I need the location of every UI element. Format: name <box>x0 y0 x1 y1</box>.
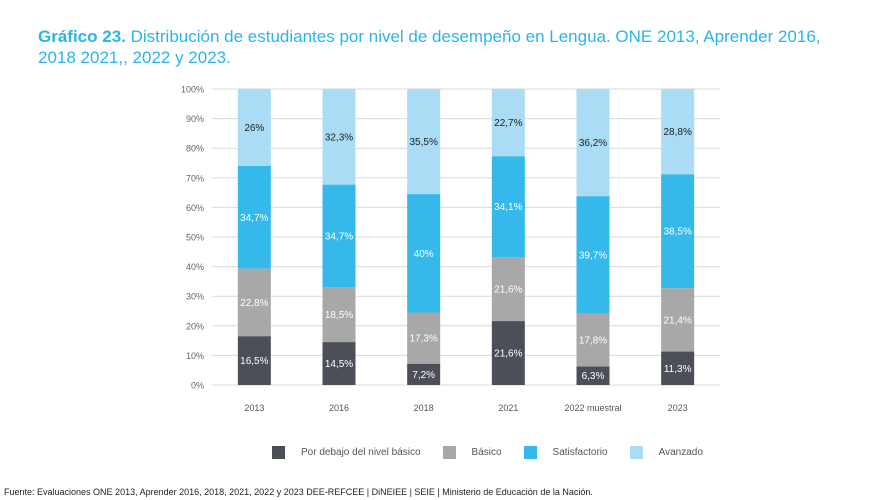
bar-segment <box>407 89 441 195</box>
y-tick-label: 60% <box>186 203 204 213</box>
data-label: 22,8% <box>240 298 268 309</box>
bar-segment <box>407 312 441 364</box>
bar-segment <box>407 194 441 313</box>
data-label: 36,2% <box>579 138 607 149</box>
y-tick-label: 80% <box>186 144 204 154</box>
data-label: 16,5% <box>240 356 268 367</box>
legend-swatch <box>629 446 643 459</box>
y-tick-label: 10% <box>186 351 204 361</box>
bar-segment <box>322 342 356 385</box>
data-label: 17,3% <box>409 334 437 345</box>
legend-item: Básico <box>442 446 502 459</box>
x-tick-label: 2022 muestral <box>564 403 621 413</box>
data-label: 28,8% <box>663 127 691 138</box>
x-tick-label: 2021 <box>498 403 518 413</box>
x-tick-label: 2023 <box>668 403 688 413</box>
bar-segment <box>491 257 525 322</box>
legend-swatch <box>523 446 537 459</box>
legend-label: Por debajo del nivel básico <box>301 447 421 458</box>
stacked-bar-chart: 0% 10% 20% 30% 40% 50% 60% 70% 80% 90% 100% 16,5% 22… <box>181 85 720 413</box>
legend-swatch <box>272 446 285 459</box>
data-label: 34,7% <box>240 213 268 224</box>
bar-segment <box>322 184 356 288</box>
y-tick-label: 90% <box>186 114 204 124</box>
y-tick-label: 100% <box>181 85 204 95</box>
bar-segment <box>237 268 271 337</box>
bar-segment <box>237 165 271 269</box>
data-label: 22,7% <box>494 118 522 129</box>
bar-segment <box>237 336 271 385</box>
data-label: 6,3% <box>582 371 605 382</box>
x-tick-label: 2013 <box>244 403 264 413</box>
bar-segment <box>491 156 525 258</box>
bar-segment <box>576 196 610 314</box>
data-label: 32,3% <box>325 132 353 143</box>
data-label: 26% <box>244 123 264 134</box>
data-label: 34,7% <box>325 231 353 242</box>
legend-item: Por debajo del nivel básico <box>272 446 421 459</box>
x-tick-label: 2018 <box>414 403 434 413</box>
data-label: 38,5% <box>663 227 691 238</box>
legend-item: Avanzado <box>629 446 703 459</box>
legend-swatch <box>442 446 456 459</box>
bar-segment <box>661 351 695 385</box>
chart-legend: Por debajo del nivel básico Básico Satisfa… <box>272 446 725 459</box>
bar-segment <box>661 288 695 352</box>
y-tick-label: 70% <box>186 173 204 183</box>
legend-label: Satisfactorio <box>552 447 608 458</box>
source-note: Fuente: Evaluaciones ONE 2013, Aprender … <box>4 487 593 497</box>
y-tick-label: 40% <box>186 262 204 272</box>
legend-label: Básico <box>471 447 502 458</box>
y-tick-label: 30% <box>186 292 204 302</box>
data-label: 35,5% <box>409 137 437 148</box>
bar-segment <box>576 366 610 385</box>
x-tick-label: 2016 <box>329 403 349 413</box>
bar-segment <box>576 89 610 197</box>
bar-segment <box>661 89 695 175</box>
y-tick-label: 50% <box>186 233 204 243</box>
data-label: 40% <box>414 249 434 260</box>
data-label: 11,3% <box>664 364 692 375</box>
data-label: 39,7% <box>579 250 607 261</box>
data-label: 34,1% <box>494 202 522 213</box>
data-label: 17,8% <box>579 336 607 347</box>
legend-item: Satisfactorio <box>523 446 608 459</box>
y-tick-label: 0% <box>191 381 204 391</box>
chart-title: Gráfico 23. Distribución de estudiantes … <box>38 26 858 68</box>
data-label: 18,5% <box>325 310 353 321</box>
data-label: 14,5% <box>325 359 353 370</box>
bar-segment <box>407 363 441 385</box>
chart-title-text: Distribución de estudiantes por nivel de… <box>38 27 821 67</box>
chart-title-number: Gráfico 23. <box>38 27 126 46</box>
bar-segment <box>491 89 525 157</box>
data-label: 21,6% <box>494 349 522 360</box>
bar-segment <box>237 89 271 166</box>
bar-segment <box>322 287 356 343</box>
y-tick-label: 20% <box>186 321 204 331</box>
bar-segment <box>661 174 695 289</box>
bar-segment <box>322 89 356 185</box>
bar-segment <box>491 321 525 385</box>
data-label: 21,6% <box>494 285 522 296</box>
data-label: 7,2% <box>412 370 435 381</box>
bar-segment <box>576 313 610 367</box>
legend-label: Avanzado <box>658 447 703 458</box>
data-label: 21,4% <box>663 315 691 326</box>
